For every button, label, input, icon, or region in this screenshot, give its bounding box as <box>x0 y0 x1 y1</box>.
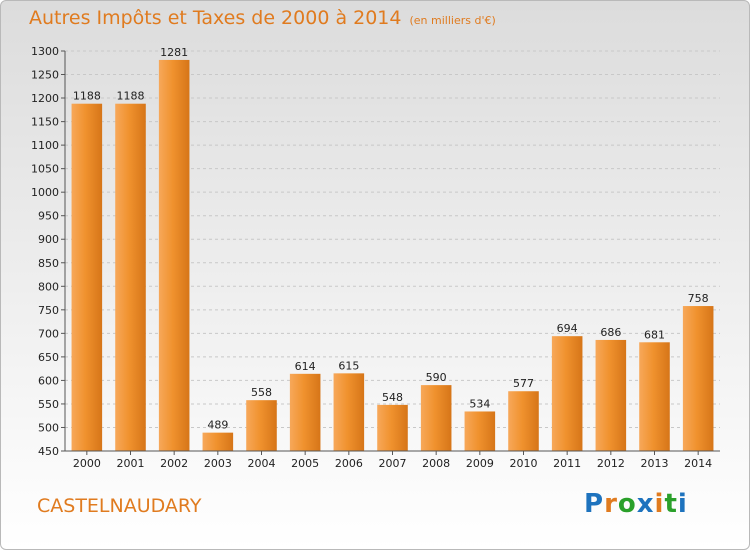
logo-letter: x <box>636 489 655 519</box>
y-tick-label: 450 <box>38 445 59 458</box>
logo-letter: i <box>677 489 688 519</box>
logo-letter: P <box>584 489 605 519</box>
data-label-2001: 1188 <box>117 90 145 103</box>
y-tick-label: 1100 <box>31 139 59 152</box>
proxiti-logo: Proxiti <box>584 489 688 519</box>
x-tick-label: 2002 <box>160 457 188 470</box>
logo-letter: o <box>617 489 637 519</box>
bar-2008 <box>420 385 452 451</box>
y-tick-label: 850 <box>38 257 59 270</box>
data-label-2000: 1188 <box>73 90 101 103</box>
bar-2014 <box>682 306 714 451</box>
y-tick-label: 1250 <box>31 69 59 82</box>
bar-2013 <box>639 342 670 451</box>
x-tick-label: 2004 <box>248 457 276 470</box>
x-tick-label: 2009 <box>466 457 494 470</box>
data-label-2014: 758 <box>688 292 709 305</box>
y-tick-label: 1000 <box>31 186 59 199</box>
bar-2006 <box>333 373 365 451</box>
bars <box>71 59 714 452</box>
y-tick-label: 600 <box>38 374 59 387</box>
logo-letter: r <box>604 489 618 519</box>
chart-subtitle: (en milliers d'€) <box>409 14 496 27</box>
bar-2003 <box>202 432 234 451</box>
data-label-2004: 558 <box>251 386 272 399</box>
chart-title-text: Autres Impôts et Taxes de 2000 à 2014 <box>29 7 402 29</box>
y-tick-label: 900 <box>38 233 59 246</box>
data-labels: 1188 1188 1281 489 558 614 615 548 590 534 577 694 6… <box>73 46 709 432</box>
x-tick-label: 2010 <box>510 457 538 470</box>
data-label-2005: 614 <box>295 360 316 373</box>
bar-2002 <box>158 59 190 452</box>
logo-letter: i <box>654 489 665 519</box>
y-tick-label: 500 <box>38 421 59 434</box>
x-tick-label: 2006 <box>335 457 363 470</box>
bar-2012 <box>595 339 627 451</box>
bar-2004 <box>246 400 277 451</box>
bar-2007 <box>377 404 408 451</box>
x-tick-label: 2000 <box>73 457 101 470</box>
data-label-2007: 548 <box>382 391 403 404</box>
x-tick-label: 2003 <box>204 457 232 470</box>
y-tick-label: 1050 <box>31 163 59 176</box>
x-tick-label: 2005 <box>291 457 319 470</box>
bar-2005 <box>289 373 321 451</box>
y-tick-label: 650 <box>38 351 59 364</box>
city-name: CASTELNAUDARY <box>37 495 202 517</box>
y-tick-label: 1300 <box>31 45 59 58</box>
logo-letter: t <box>664 489 678 519</box>
y-tick-label: 1200 <box>31 92 59 105</box>
chart-title: Autres Impôts et Taxes de 2000 à 2014 (en… <box>29 7 496 29</box>
x-tick-label: 2013 <box>641 457 669 470</box>
data-label-2006: 615 <box>338 359 359 372</box>
y-tick-label: 950 <box>38 210 59 223</box>
data-label-2009: 534 <box>469 397 490 410</box>
y-tick-label: 800 <box>38 280 59 293</box>
data-label-2011: 694 <box>557 322 578 335</box>
data-label-2013: 681 <box>644 328 665 341</box>
y-tick-label: 700 <box>38 327 59 340</box>
x-tick-label: 2012 <box>597 457 625 470</box>
x-tick-label: 2007 <box>379 457 407 470</box>
bar-2009 <box>464 411 496 451</box>
data-label-2002: 1281 <box>160 46 188 59</box>
x-tick-label: 2008 <box>422 457 450 470</box>
bar-2011 <box>551 336 583 451</box>
data-label-2003: 489 <box>207 419 228 432</box>
y-tick-label: 1150 <box>31 116 59 129</box>
y-tick-label: 550 <box>38 398 59 411</box>
x-axis-ticks: 2000 2001 2002 2003 2004 2005 2006 2007 2008 2009… <box>73 451 712 470</box>
y-tick-label: 750 <box>38 304 59 317</box>
x-tick-label: 2011 <box>553 457 581 470</box>
bar-2000 <box>71 103 103 452</box>
data-label-2010: 577 <box>513 377 534 390</box>
data-label-2008: 590 <box>426 371 447 384</box>
y-axis-ticks: 450 500 550 600 650 700 750 800 850 900 950 1000 105… <box>31 45 65 458</box>
x-tick-label: 2001 <box>117 457 145 470</box>
data-label-2012: 686 <box>600 326 621 339</box>
bar-2001 <box>115 103 146 452</box>
bar-2010 <box>508 391 539 451</box>
x-tick-label: 2014 <box>684 457 712 470</box>
